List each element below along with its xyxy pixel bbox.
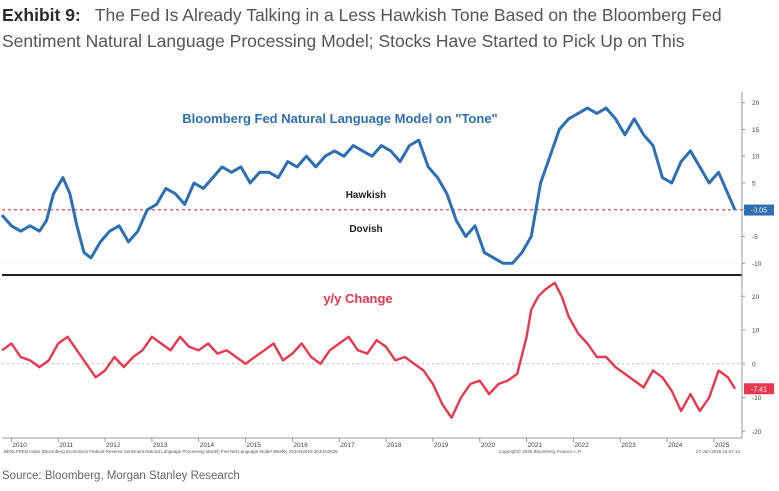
x-tick-label: 2016 (293, 442, 308, 449)
bottom-last-value-label: -7.41 (751, 386, 767, 393)
source-note: Source: Bloomberg, Morgan Stanley Resear… (2, 470, 240, 482)
bottom-y-tick-label: 10 (752, 328, 760, 335)
x-tick-label: 2010 (12, 442, 27, 449)
footnote-left: BENLFRED Index (Bloomberg Economics Fede… (4, 449, 338, 454)
bottom-y-tick-label: 20 (752, 294, 760, 301)
x-tick-label: 2011 (59, 442, 73, 449)
top-panel-grid (2, 102, 742, 264)
x-tick-label: 2017 (340, 442, 355, 449)
top-y-tick-label: -10 (752, 261, 762, 268)
exhibit-header: Exhibit 9: The Fed Is Already Talking in … (2, 2, 774, 54)
x-tick-label: 2013 (153, 442, 168, 449)
top-y-tick-label: -5 (752, 234, 758, 241)
exhibit-title: The Fed Is Already Talking in a Less Haw… (2, 5, 722, 51)
bottom-chart-title: y/y Change (323, 291, 392, 306)
x-tick-label: 2019 (434, 442, 449, 449)
top-y-tick-label: 0 (752, 207, 756, 214)
x-tick-label: 2022 (574, 442, 589, 449)
x-tick-label: 2023 (621, 442, 636, 449)
bottom-last-value-badge (744, 383, 774, 395)
yoy-series-line (1, 281, 737, 419)
x-tick-label: 2014 (200, 442, 215, 449)
x-tick-label: 2024 (668, 442, 683, 449)
bottom-y-tick-label: -20 (752, 429, 762, 436)
top-y-tick-label: 15 (752, 127, 760, 134)
x-ticks: 2010 2011 2012 2013 2014 2015 2016 2017 2018 2019… (10, 438, 730, 449)
bottom-y-tick-label: -10 (752, 395, 762, 402)
bottom-y-tick-label: 0 (752, 361, 756, 368)
footnote-mid: Copyright© 2025 Bloomberg Finance L.P. (499, 448, 582, 454)
x-tick-label: 2012 (106, 442, 121, 449)
top-y-tick-label: 20 (752, 100, 760, 107)
top-last-value-label: -0.05 (751, 208, 767, 215)
x-tick-label: 2021 (528, 442, 543, 449)
tone-series-line (0, 106, 737, 265)
x-tick-label: 2015 (247, 442, 262, 449)
dovish-annotation: Dovish (349, 224, 382, 235)
bottom-y-ticks: -20 -10 0 10 20 (742, 294, 762, 436)
x-tick-label: 2025 (715, 442, 730, 449)
hawkish-annotation: Hawkish (346, 190, 387, 201)
chart-background (0, 92, 779, 462)
exhibit-label: Exhibit 9: (2, 5, 81, 25)
x-tick-label: 2018 (387, 442, 402, 449)
x-tick-label: 2020 (481, 442, 496, 449)
top-y-tick-label: 5 (752, 181, 756, 188)
top-y-ticks: -10 -5 0 5 10 15 20 (742, 100, 762, 268)
footnote-right: 27-Jun-2025 15:57:12 (696, 449, 741, 454)
top-chart-title: Bloomberg Fed Natural Language Model on … (182, 111, 497, 126)
top-y-tick-label: 10 (752, 154, 760, 161)
exhibit-chart: Bloomberg Fed Natural Language Model on … (0, 92, 779, 462)
top-last-value-badge (744, 204, 774, 216)
